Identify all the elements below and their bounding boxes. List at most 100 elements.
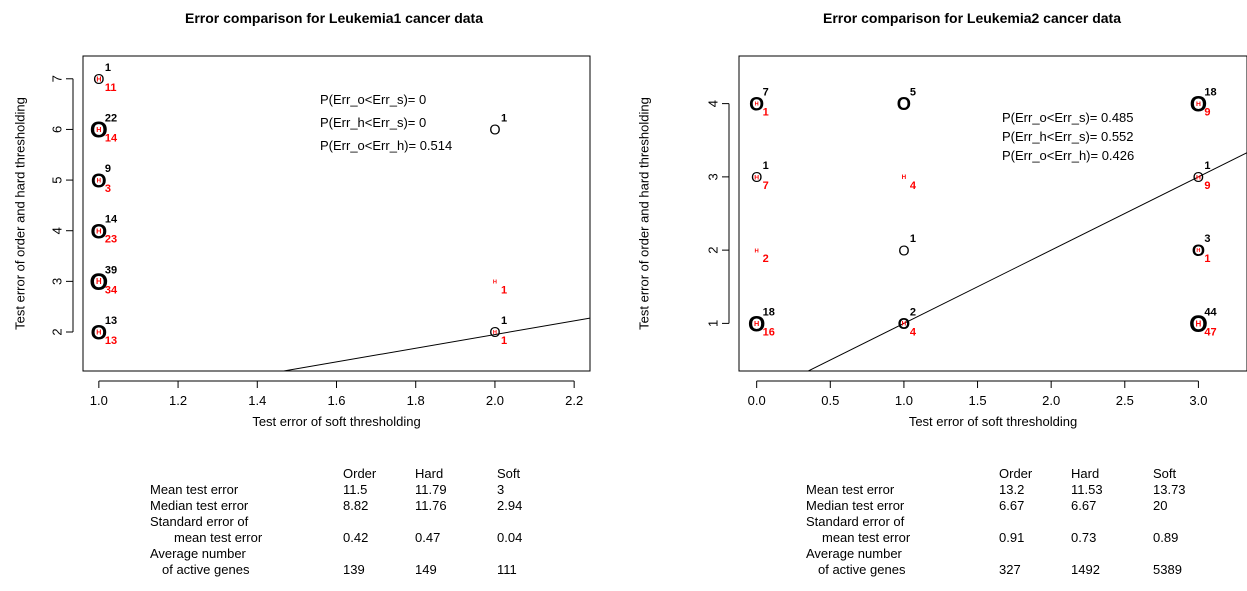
reference-line: [280, 317, 590, 371]
order-marker: O: [1189, 311, 1208, 338]
hard-count-label: 9: [1204, 107, 1210, 119]
hard-value: 11.53: [1071, 482, 1103, 497]
hard-marker: H: [96, 277, 102, 286]
hard-marker: H: [755, 248, 759, 254]
row-label: mean test error: [822, 530, 911, 545]
x-tick-label: 2.0: [486, 393, 504, 408]
y-tick-label: 4: [706, 100, 721, 107]
y-tick-label: 6: [50, 126, 65, 133]
hard-marker: H: [96, 329, 101, 337]
row-label: Mean test error: [806, 482, 895, 497]
order-count-label: 2: [910, 306, 916, 318]
hard-count-label: 2: [763, 253, 769, 265]
hard-marker: H: [902, 321, 907, 328]
hard-marker: H: [754, 319, 759, 328]
order-count-label: 7: [763, 87, 769, 99]
hard-marker: H: [1196, 248, 1200, 254]
hard-marker: H: [1196, 319, 1202, 328]
hard-count-label: 1: [763, 107, 769, 119]
order-marker: O: [897, 93, 911, 114]
x-tick-label: 1.0: [90, 393, 108, 408]
hard-marker: H: [493, 279, 497, 285]
order-marker: O: [91, 322, 107, 345]
soft-value: 0.04: [497, 530, 523, 545]
hard-value: 11.76: [415, 498, 447, 513]
order-count-label: 1: [910, 233, 916, 245]
hard-count-label: 1: [501, 284, 507, 296]
y-tick-label: 3: [50, 278, 65, 285]
x-tick-label: 1.4: [248, 393, 266, 408]
order-marker: O: [748, 311, 765, 336]
order-count-label: 3: [1204, 233, 1210, 245]
hard-value: 1492: [1071, 562, 1100, 577]
y-tick-label: 2: [50, 328, 65, 335]
probability-annotation: P(Err_h<Err_s)= 0: [320, 115, 426, 130]
order-count-label: 1: [501, 315, 507, 327]
hard-value: 6.67: [1071, 498, 1097, 513]
row-label: Median test error: [806, 498, 905, 513]
column-header-hard: Hard: [415, 466, 444, 481]
chart-title: Error comparison for Leukemia1 cancer da…: [185, 10, 483, 26]
soft-value: 111: [497, 562, 517, 577]
y-tick-label: 5: [50, 176, 65, 183]
hard-value: 0.47: [415, 530, 441, 545]
hard-count-label: 1: [1204, 253, 1210, 265]
row-label: Standard error of: [806, 514, 905, 529]
x-tick-label: 3.0: [1189, 393, 1207, 408]
hard-count-label: 23: [105, 234, 117, 246]
order-count-label: 44: [1204, 306, 1217, 318]
soft-value: 0.89: [1153, 530, 1179, 545]
hard-marker: H: [902, 174, 907, 181]
y-tick-label: 3: [706, 173, 721, 180]
order-value: 0.42: [343, 530, 369, 545]
column-header-hard: Hard: [1071, 466, 1100, 481]
order-count-label: 1: [763, 160, 769, 172]
order-value: 8.82: [343, 498, 369, 513]
hard-count-label: 11: [105, 82, 117, 94]
row-label: Average number: [806, 546, 902, 561]
hard-count-label: 47: [1204, 326, 1216, 338]
hard-count-label: 3: [105, 183, 111, 195]
soft-value: 5389: [1153, 562, 1182, 577]
probability-annotation: P(Err_o<Err_s)= 0: [320, 92, 426, 107]
order-value: 13.2: [999, 482, 1025, 497]
reference-line: [807, 152, 1247, 371]
hard-value: 149: [415, 562, 437, 577]
x-tick-label: 0.5: [821, 393, 839, 408]
order-marker: O: [90, 219, 107, 243]
order-count-label: 18: [763, 306, 775, 318]
order-count-label: 14: [105, 214, 118, 226]
x-tick-label: 1.2: [169, 393, 187, 408]
hard-count-label: 14: [105, 132, 118, 144]
order-count-label: 1: [105, 62, 111, 74]
order-count-label: 5: [910, 87, 916, 99]
chart-title: Error comparison for Leukemia2 cancer da…: [823, 10, 1121, 26]
y-tick-label: 1: [706, 320, 721, 327]
order-marker: O: [93, 72, 104, 88]
probability-annotation: P(Err_o<Err_h)= 0.514: [320, 138, 452, 153]
x-tick-label: 1.8: [407, 393, 425, 408]
hard-value: 11.79: [415, 482, 447, 497]
x-axis-label: Test error of soft thresholding: [909, 414, 1077, 429]
x-tick-label: 2.0: [1042, 393, 1060, 408]
plot-frame: [738, 55, 1247, 372]
order-count-label: 22: [105, 112, 117, 124]
row-label: mean test error: [174, 530, 263, 545]
hard-count-label: 9: [1204, 180, 1210, 192]
probability-annotation: P(Err_h<Err_s)= 0.552: [1002, 129, 1134, 144]
column-header-soft: Soft: [1153, 466, 1177, 481]
order-value: 6.67: [999, 498, 1025, 513]
hard-count-label: 34: [105, 284, 118, 296]
order-marker: O: [749, 95, 764, 116]
order-count-label: 13: [105, 315, 117, 327]
row-label: of active genes: [818, 562, 906, 577]
order-marker: O: [1193, 170, 1204, 186]
row-label: Mean test error: [150, 482, 239, 497]
soft-value: 13.73: [1153, 482, 1186, 497]
soft-value: 3: [497, 482, 505, 497]
chart-panel-leukemia1: Error comparison for Leukemia1 cancer da…: [0, 0, 623, 591]
hard-count-label: 16: [763, 326, 775, 338]
row-label: Standard error of: [150, 514, 249, 529]
x-tick-label: 2.5: [1116, 393, 1134, 408]
hard-count-label: 7: [763, 180, 769, 192]
